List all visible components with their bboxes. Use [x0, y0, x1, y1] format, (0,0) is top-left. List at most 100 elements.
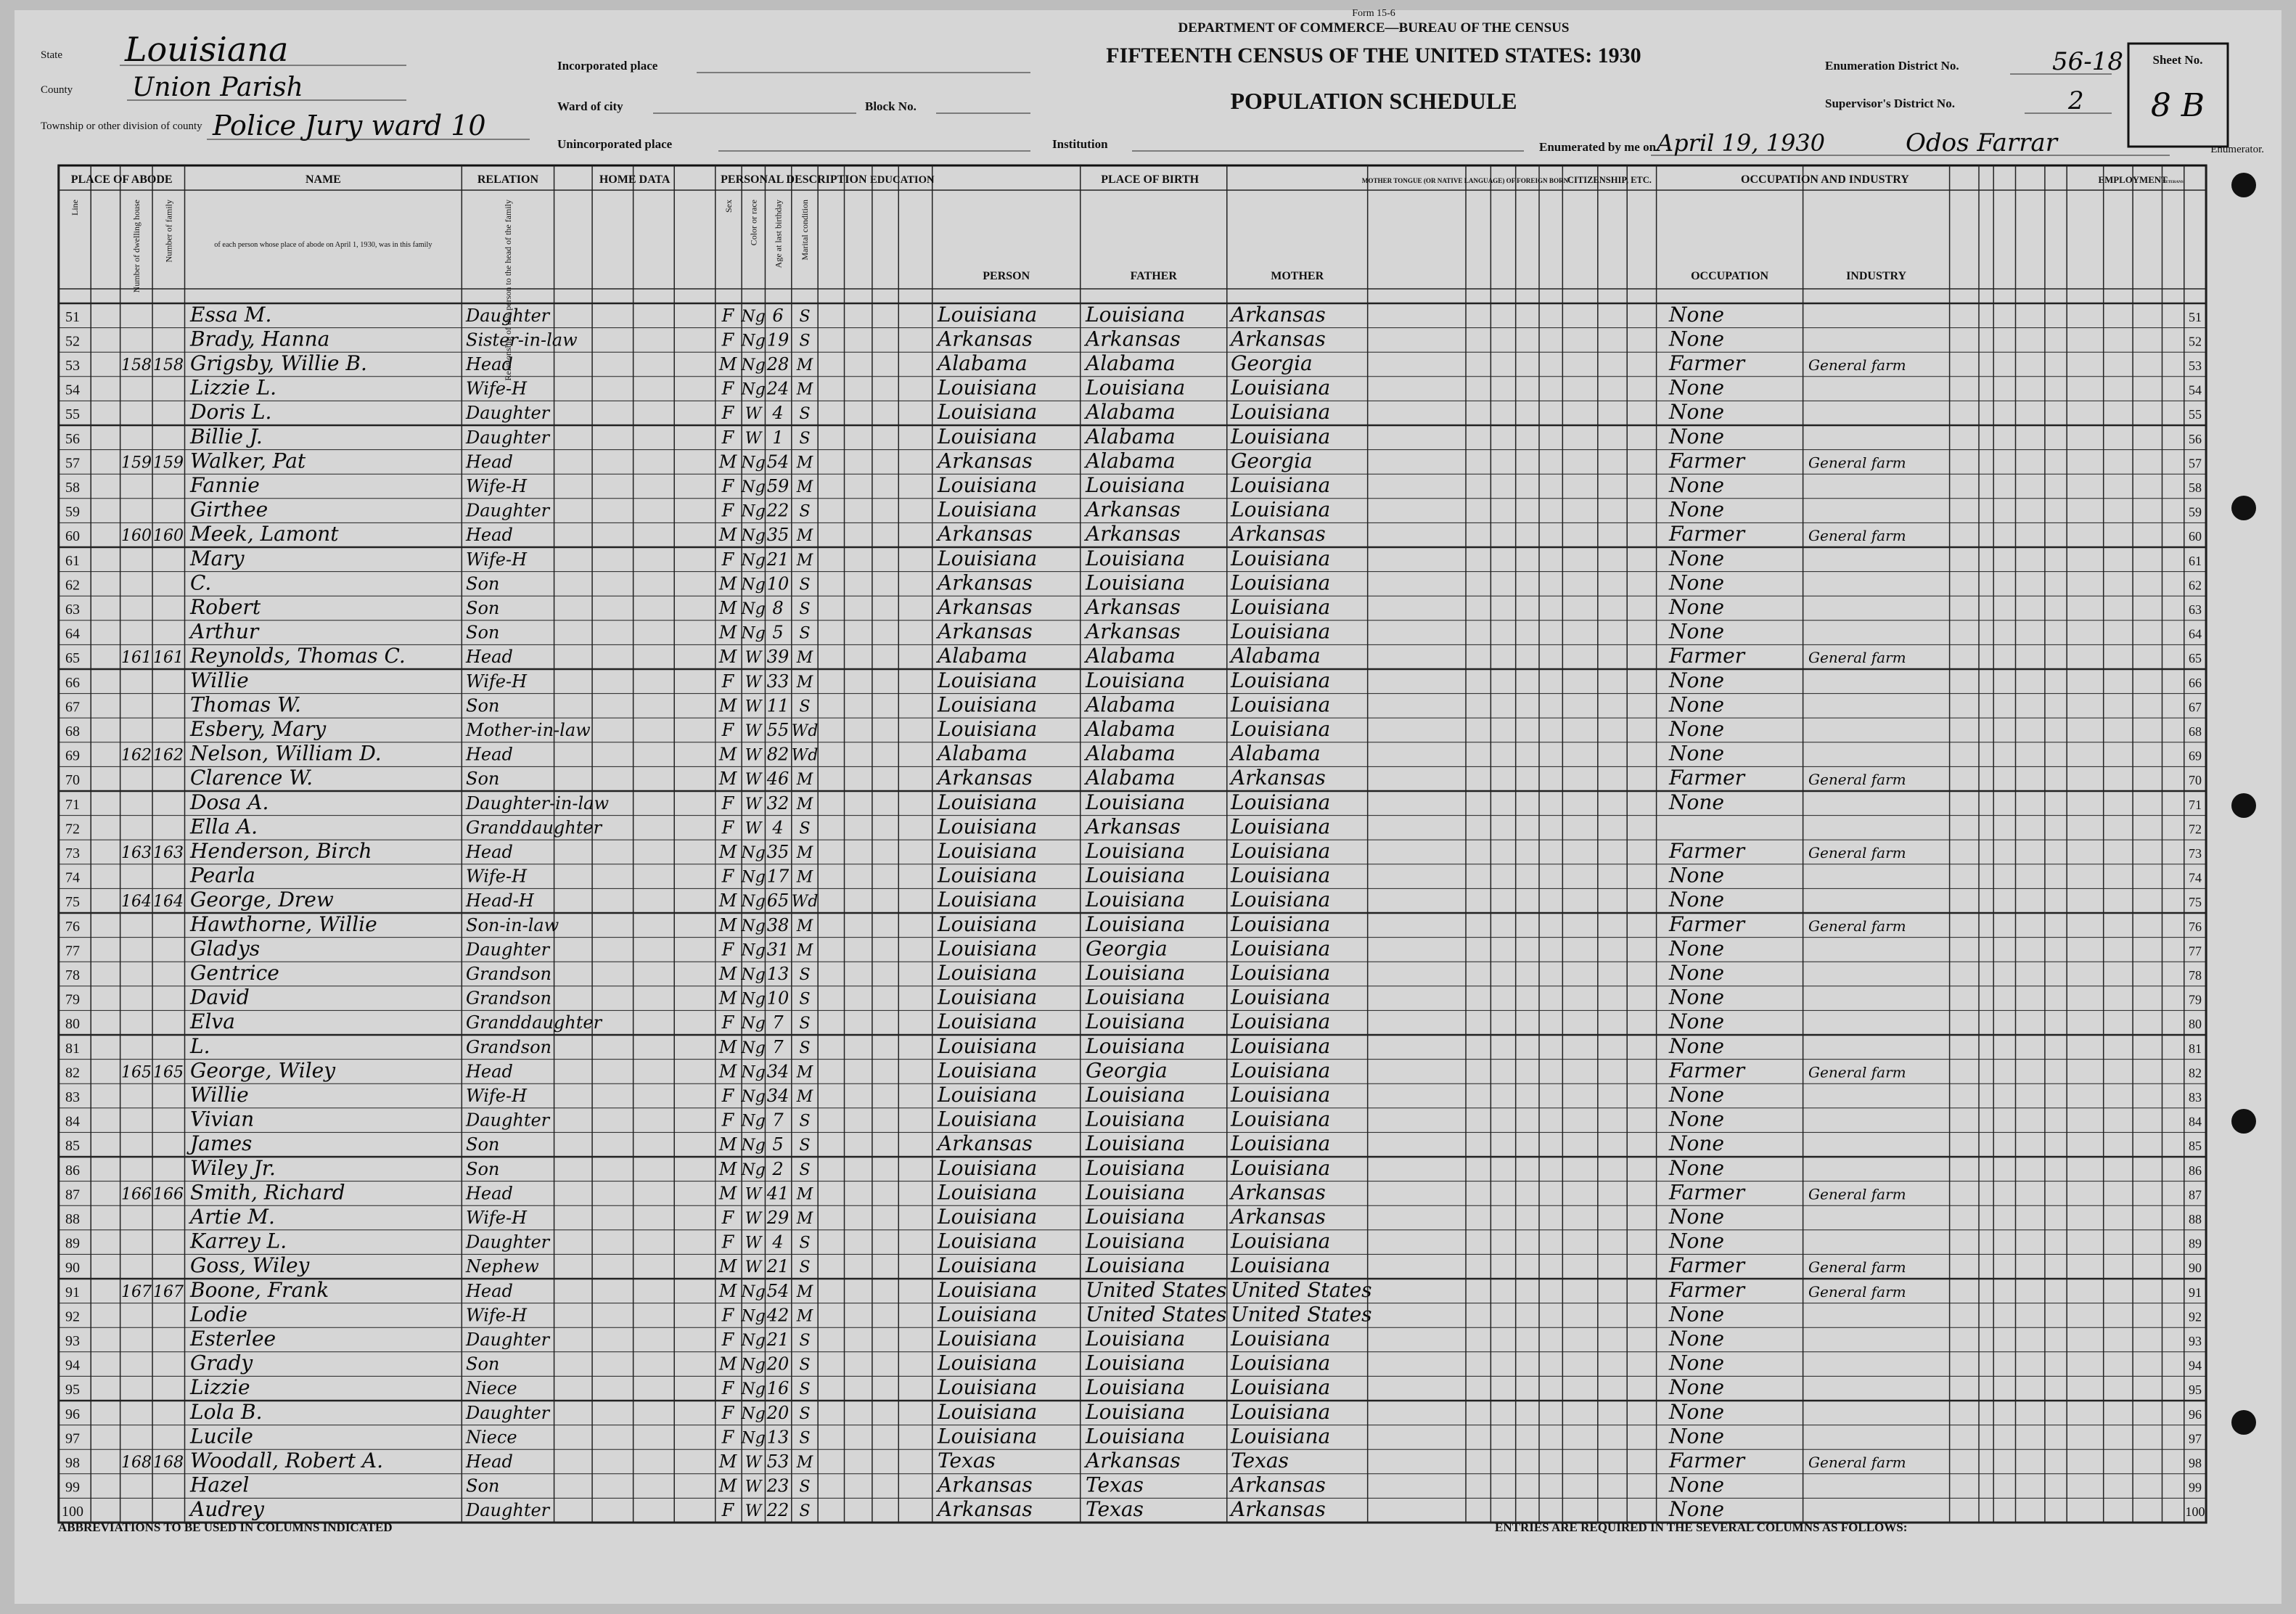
cell: M	[718, 623, 738, 643]
cell: General farm	[1808, 649, 1906, 666]
cell: Niece	[465, 1378, 517, 1398]
cell: Daughter	[465, 306, 551, 326]
cell: 53	[767, 1451, 790, 1472]
cell: Arkansas	[935, 1473, 1033, 1497]
cell: S	[799, 1380, 810, 1398]
cell: M	[718, 1037, 738, 1057]
cell: M	[718, 915, 738, 935]
cell: Arkansas	[935, 327, 1033, 351]
line-number: 68	[65, 724, 80, 740]
line-number-right: 60	[2189, 529, 2202, 544]
column-header: PERSON	[983, 270, 1030, 282]
cell: Head	[465, 647, 513, 667]
cell: Daughter	[465, 403, 551, 423]
cell: M	[718, 695, 738, 716]
supervisor: 2	[2067, 86, 2084, 115]
cell: M	[718, 647, 738, 667]
cell: S	[799, 1356, 810, 1375]
cell: 162	[153, 747, 184, 765]
cell: Louisiana	[937, 1034, 1037, 1058]
supervisor-label: Supervisor's District No.	[1825, 97, 1955, 110]
township: Police Jury ward 10	[212, 110, 486, 142]
cell: Texas	[1086, 1473, 1144, 1497]
cell: Grandson	[466, 988, 552, 1009]
cell: S	[799, 1332, 810, 1350]
cell: Wd	[792, 722, 819, 740]
line-number-right: 81	[2189, 1041, 2202, 1056]
cell: George, Wiley	[190, 1058, 336, 1082]
cell: Louisiana	[1230, 376, 1330, 400]
sheet-box	[2127, 42, 2229, 148]
cell: Head-H	[465, 890, 535, 911]
cell: Louisiana	[937, 1180, 1037, 1204]
cell: Louisiana	[1230, 986, 1330, 1009]
cell: Daughter	[465, 427, 551, 448]
cell: Ng	[740, 966, 765, 984]
cell: Alabama	[935, 351, 1028, 375]
cell: Louisiana	[1085, 912, 1185, 936]
cell: Louisiana	[937, 1229, 1037, 1253]
cell: M	[718, 525, 738, 545]
line-number-right: 73	[2189, 846, 2202, 861]
census-title: FIFTEENTH CENSUS OF THE UNITED STATES: 1…	[1106, 44, 1641, 67]
cell: 166	[121, 1185, 152, 1203]
cell: W	[745, 819, 763, 837]
cell: None	[1668, 1497, 1724, 1521]
line-number-right: 53	[2189, 359, 2202, 373]
cell: Daughter	[465, 501, 551, 521]
cell: Lola B.	[189, 1400, 262, 1424]
cell: Louisiana	[937, 1205, 1037, 1229]
line-number-right: 59	[2189, 505, 2202, 520]
cell: None	[1668, 620, 1724, 644]
cell: 11	[767, 695, 790, 716]
cell: Ng	[740, 1113, 765, 1131]
cell: 42	[766, 1305, 790, 1325]
line-number: 62	[65, 577, 80, 593]
cell: Ng	[740, 527, 765, 545]
cell: M	[796, 1088, 813, 1106]
state: Louisiana	[124, 30, 288, 69]
cell: None	[1668, 717, 1724, 741]
cell: Alabama	[1083, 692, 1176, 716]
cell: 160	[153, 527, 184, 545]
cell: Louisiana	[937, 546, 1037, 570]
cell: Louisiana	[937, 692, 1037, 716]
cell: S	[799, 991, 810, 1009]
cell: S	[799, 1234, 810, 1253]
cell: Ng	[740, 454, 765, 472]
cell: F	[721, 1427, 735, 1447]
cell: None	[1668, 1424, 1724, 1448]
cell: W	[745, 697, 763, 716]
cell: Wife-H	[466, 476, 528, 496]
cell: F	[721, 1232, 735, 1253]
group-header: PERSONAL DESCRIPTION	[721, 173, 867, 186]
cell: Head	[465, 1061, 513, 1081]
cell: Audrey	[188, 1497, 265, 1521]
cell: Lucile	[189, 1424, 253, 1448]
cell: Son	[466, 769, 499, 789]
cell: Louisiana	[1230, 1131, 1330, 1155]
cell: Louisiana	[937, 814, 1037, 838]
cell: None	[1668, 1302, 1724, 1326]
line-number-right: 76	[2189, 919, 2202, 934]
footer-entries: ENTRIES ARE REQUIRED IN THE SEVERAL COLU…	[1495, 1520, 1907, 1534]
cell: 163	[153, 844, 184, 862]
cell: Louisiana	[937, 912, 1037, 936]
line-number-right: 78	[2189, 968, 2202, 983]
cell: Alabama	[1229, 742, 1321, 766]
cell: Louisiana	[937, 400, 1037, 424]
cell: F	[721, 1403, 735, 1423]
line-number: 67	[65, 699, 80, 715]
cell: Georgia	[1231, 351, 1313, 375]
cell: Doris L.	[189, 400, 271, 424]
cell: 7	[772, 1012, 784, 1033]
group-header: PLACE OF BIRTH	[1101, 173, 1199, 186]
column-header: MOTHER	[1271, 270, 1324, 282]
cell: M	[796, 1185, 813, 1203]
cell: None	[1668, 327, 1724, 351]
cell: 13	[767, 964, 790, 984]
line-number-right: 70	[2189, 773, 2202, 787]
district: 56-18	[2052, 47, 2123, 76]
line-number-right: 92	[2189, 1309, 2202, 1324]
